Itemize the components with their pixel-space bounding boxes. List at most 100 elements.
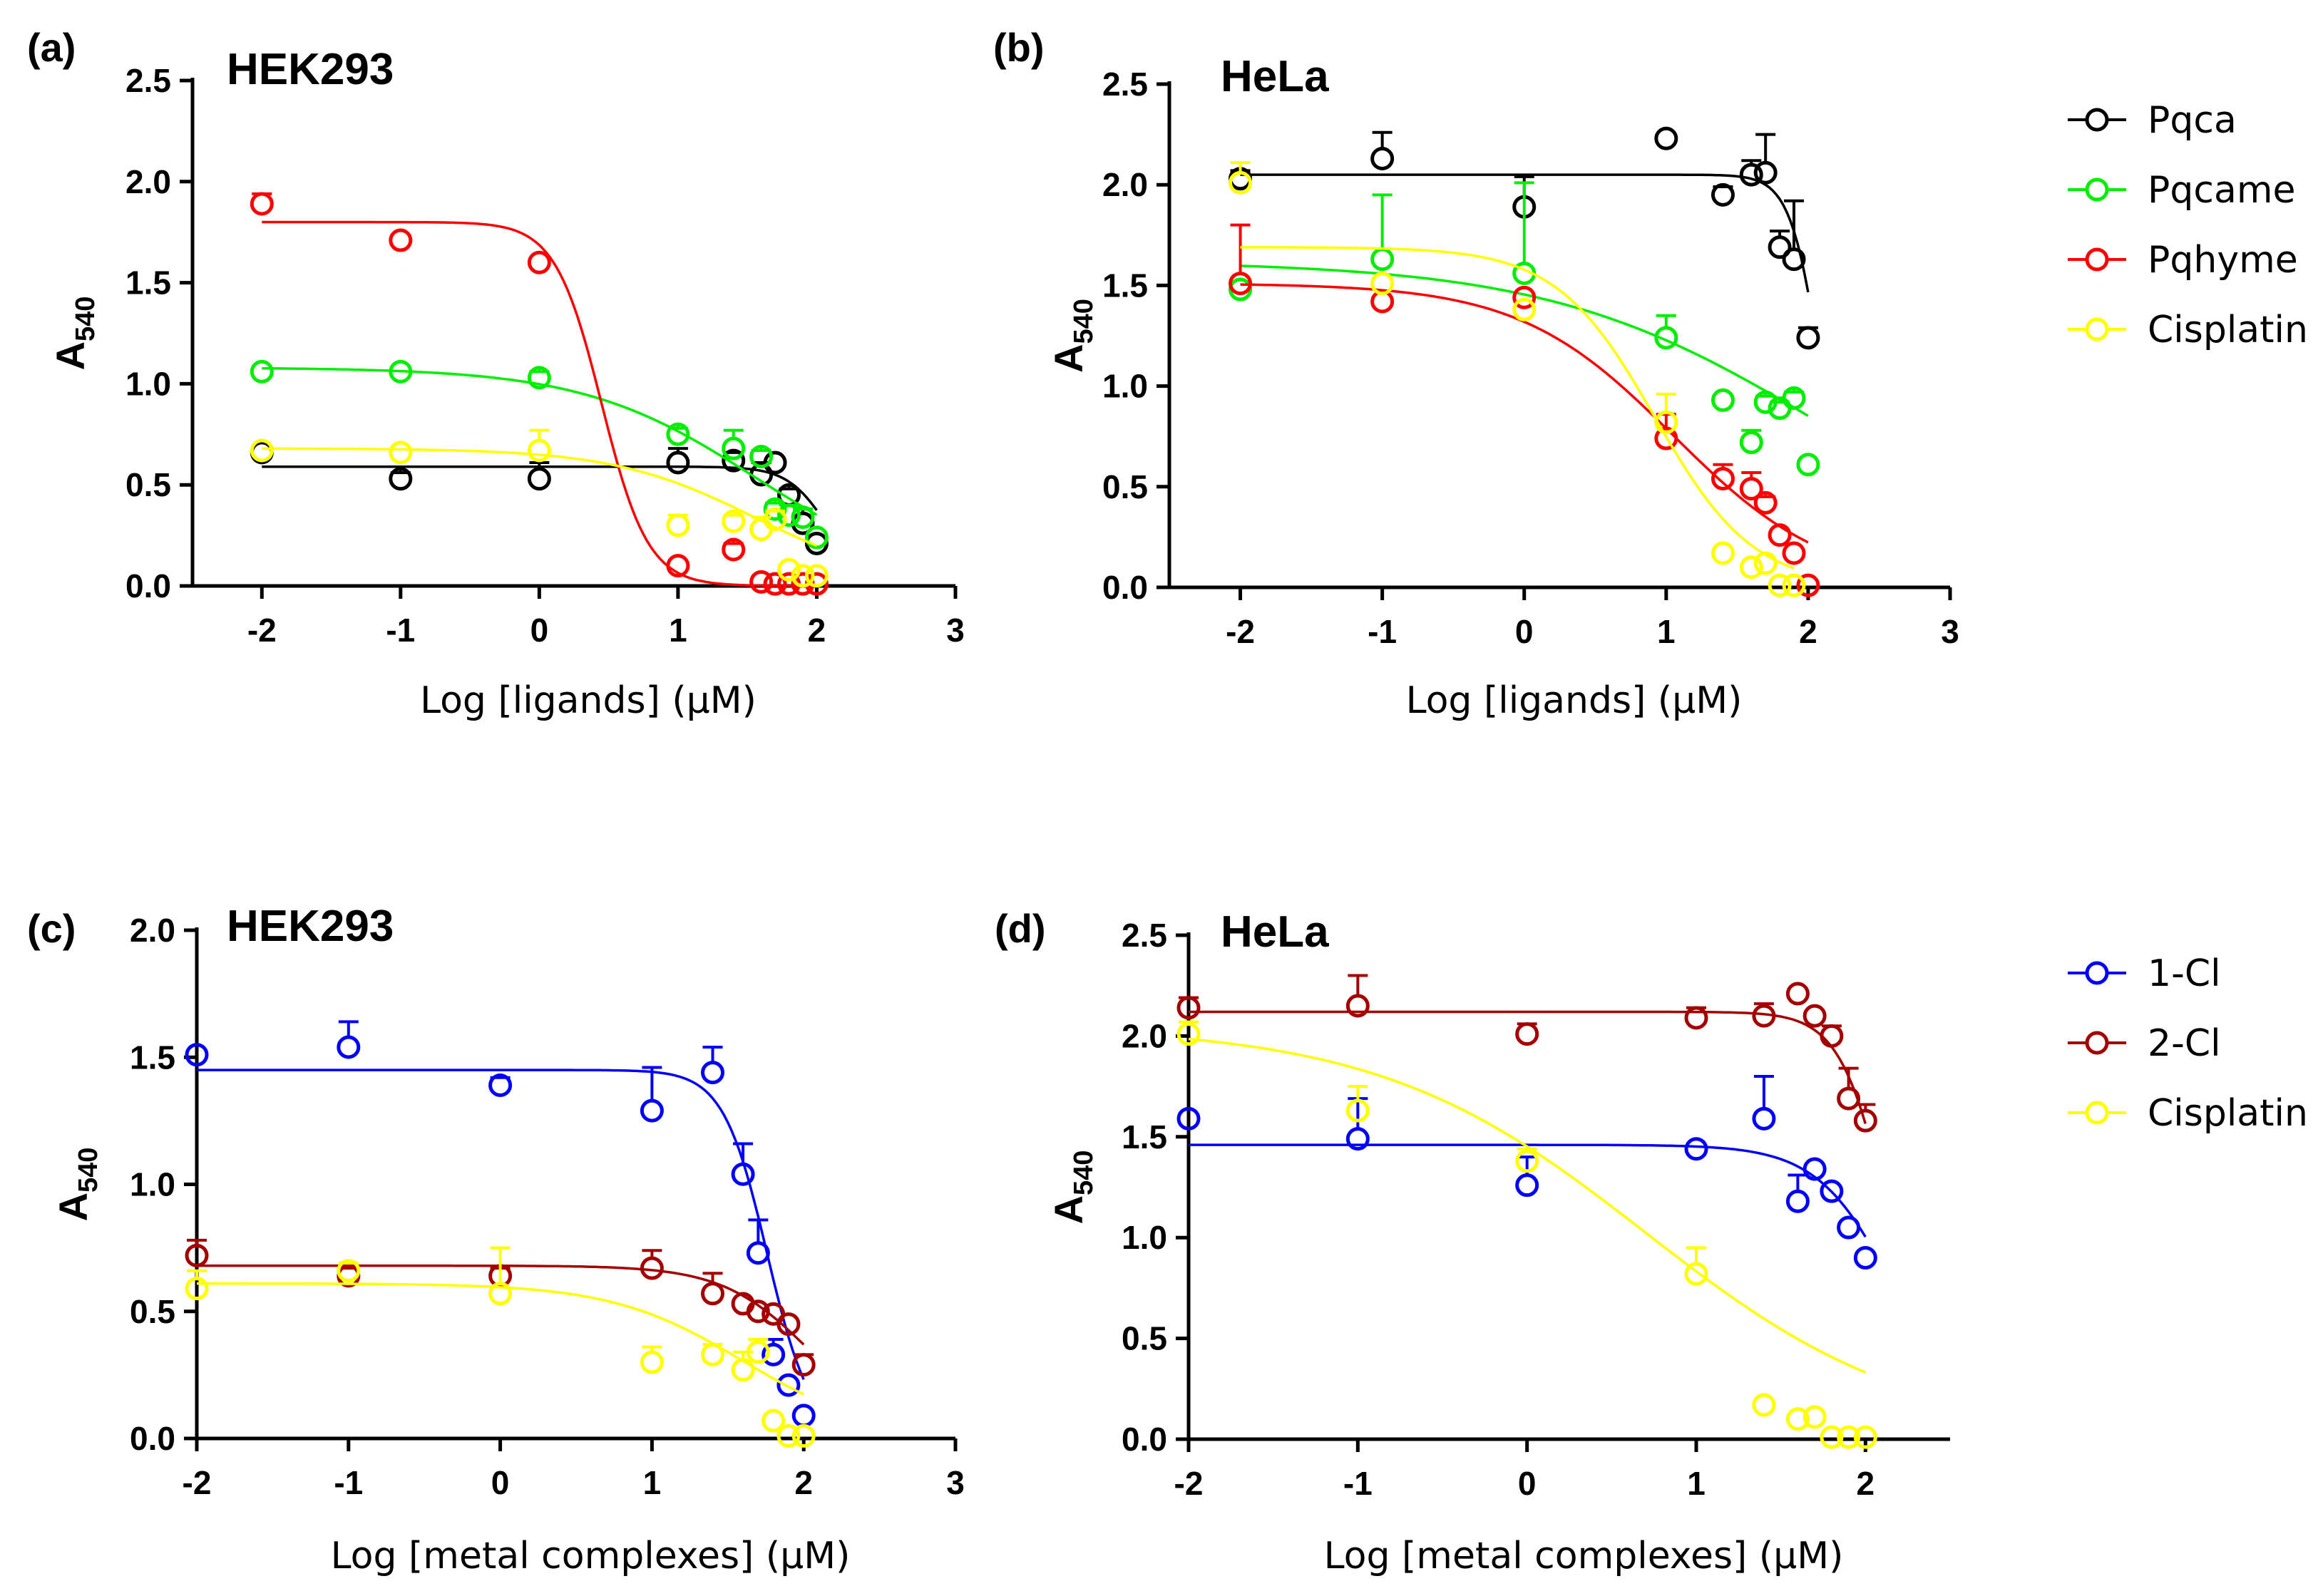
x-tick-label: 1 (1657, 613, 1676, 650)
data-point (746, 1340, 770, 1364)
y-tick-label: 1.0 (1102, 368, 1148, 405)
x-tick-label: 0 (530, 612, 549, 649)
fit-curve (1240, 246, 1795, 570)
data-point (1370, 146, 1395, 170)
x-axis-title: Log [metal complexes] (μM) (1324, 1535, 1844, 1577)
data-point (666, 451, 690, 475)
series-pqhyme (1229, 223, 1820, 597)
data-point (722, 448, 746, 473)
data-point (777, 557, 801, 582)
y-tick-label: 1.0 (125, 365, 171, 402)
x-tick-label: -2 (1226, 613, 1255, 650)
data-point (337, 1035, 361, 1059)
legend-label: Pqcame (2148, 169, 2295, 212)
data-point (1837, 1425, 1861, 1449)
data-point (389, 441, 413, 465)
fit-curve (197, 1069, 805, 1380)
y-axis-title: A540 (51, 1148, 103, 1222)
data-point (763, 507, 787, 531)
legend-label: Pqca (2148, 99, 2237, 142)
data-point (804, 525, 829, 550)
legend-marker (2085, 317, 2109, 341)
y-axis-title-sub: 540 (71, 297, 101, 341)
data-point (185, 1243, 209, 1267)
data-point (1752, 1106, 1776, 1131)
data-point (761, 1409, 786, 1433)
data-point (389, 467, 413, 491)
y-tick-label: 1.0 (130, 1166, 175, 1203)
y-axis-title: A540 (1046, 299, 1099, 373)
data-point (1837, 1086, 1861, 1111)
data-point (1782, 247, 1806, 272)
data-point (527, 250, 551, 274)
data-point (722, 509, 746, 533)
x-tick-label: 1 (643, 1464, 662, 1501)
data-point (731, 1162, 755, 1186)
data-point (1654, 426, 1678, 451)
x-tick-label: 0 (491, 1464, 510, 1501)
y-axis-title-main: A (51, 1193, 96, 1221)
legend-label: Cisplatin (2148, 1092, 2308, 1135)
data-point (1752, 1393, 1776, 1417)
data-point (1802, 1405, 1827, 1429)
y-tick-label: 2.5 (1102, 66, 1148, 103)
y-tick-label: 1.5 (130, 1039, 175, 1076)
data-point (791, 1423, 816, 1448)
series-1-cl (185, 1020, 816, 1428)
data-point (666, 513, 690, 537)
legend-marker (2085, 1101, 2109, 1125)
data-point (488, 1073, 513, 1097)
x-tick-label: -1 (1343, 1465, 1373, 1502)
panel-d: (d) HeLa 0.0 0.5 1.0 1.5 2.0 2.5 -2 -1 0 1 2 Log [met… (995, 906, 2308, 1577)
data-point (1753, 551, 1778, 575)
data-point (185, 1277, 209, 1301)
data-point (1739, 431, 1763, 455)
data-point (1711, 182, 1735, 207)
data-point (250, 192, 274, 216)
x-tick-label: 3 (946, 612, 965, 649)
y-tick-label: 1.5 (1102, 267, 1148, 304)
data-point (1229, 170, 1253, 195)
y-axis-title-main: A (1046, 1195, 1091, 1224)
y-tick-label: 1.0 (1122, 1219, 1167, 1256)
data-point (1802, 1157, 1827, 1181)
data-point (640, 1350, 664, 1374)
x-tick-label: 0 (1518, 1465, 1537, 1502)
x-axis-title: Log [ligands] (μM) (1406, 679, 1743, 722)
x-tick-label: 1 (1687, 1465, 1706, 1502)
x-tick-label: -1 (1368, 613, 1397, 650)
data-point (1711, 467, 1735, 491)
data-point (749, 444, 774, 468)
data-point (791, 1404, 816, 1428)
panel-title: HEK293 (227, 45, 394, 94)
y-tick-label: 0.5 (1102, 468, 1148, 505)
x-tick-label: 2 (1857, 1465, 1875, 1502)
data-point (1176, 1106, 1201, 1131)
panel-b: (b) HeLa 0.0 0.5 1.0 1.5 2.0 2.5 -2 -1 0 1 2 3 Log [li… (993, 25, 2308, 722)
y-tick-label: 2.0 (125, 163, 171, 200)
y-axis-title-sub: 540 (73, 1148, 103, 1193)
data-point (701, 1061, 725, 1085)
data-point (1370, 289, 1395, 314)
series-2-cl (1176, 974, 1877, 1133)
data-point (749, 518, 774, 542)
data-point (776, 1373, 801, 1397)
x-tick-label: 1 (669, 612, 687, 649)
data-point (1768, 573, 1792, 597)
data-point (1684, 1262, 1708, 1286)
legend: 1-Cl 2-Cl Cisplatin (2068, 952, 2308, 1135)
data-point (1370, 272, 1395, 296)
legend-marker (2085, 177, 2109, 202)
y-tick-label: 2.0 (130, 912, 175, 949)
data-point (1802, 1004, 1827, 1028)
x-tick-label: -2 (1174, 1465, 1204, 1502)
fit-curve (1240, 173, 1810, 293)
y-tick-label: 2.5 (125, 62, 171, 99)
y-tick-label: 0.5 (1122, 1320, 1167, 1357)
legend-marker (2085, 1031, 2109, 1055)
data-point (763, 497, 787, 521)
data-point (1796, 453, 1820, 477)
data-point (763, 451, 787, 475)
data-point (1782, 386, 1806, 411)
y-tick-label: 0.0 (1122, 1421, 1167, 1458)
